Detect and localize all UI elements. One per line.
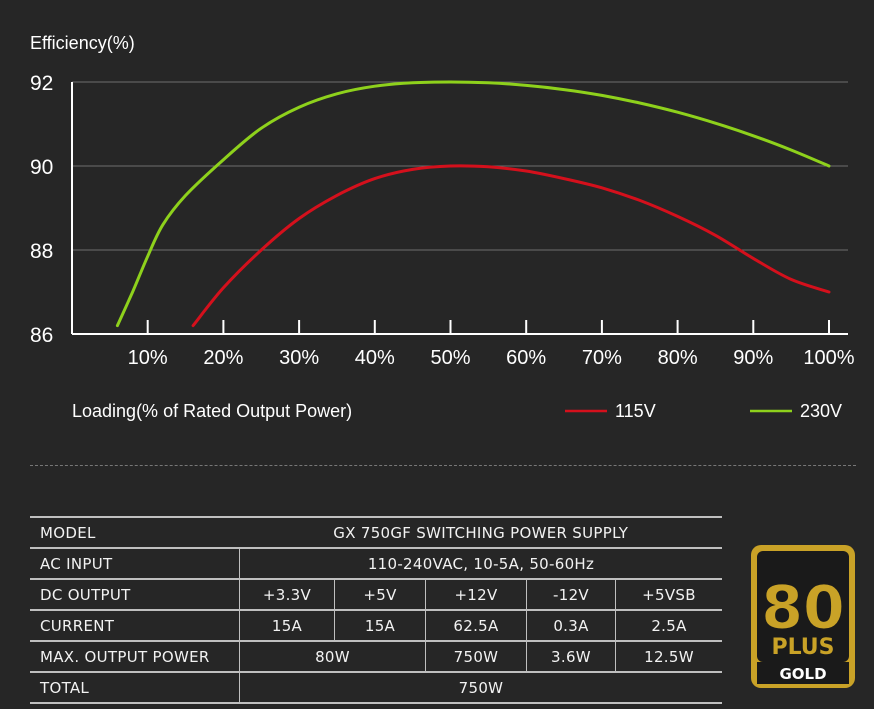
current-cell: 15A	[239, 610, 335, 642]
efficiency-chart: Efficiency(%) 86 88 90 92 10% 20% 30% 40% 50% 60…	[30, 33, 855, 421]
legend-label: 115V	[615, 401, 656, 421]
table-row-max-output-power: MAX. OUTPUT POWER 80W 750W 3.6W 12.5W	[30, 641, 722, 673]
section-divider	[30, 465, 856, 466]
badge-inner	[757, 551, 849, 662]
legend-label: 230V	[800, 401, 842, 421]
total-label: TOTAL	[30, 672, 240, 704]
x-tick-label: 30%	[279, 347, 319, 369]
x-tick-label: 40%	[355, 347, 395, 369]
model-label: MODEL	[30, 516, 240, 549]
y-tick-label: 92	[30, 72, 53, 95]
x-tick-label: 90%	[733, 347, 773, 369]
dc-output-label: DC OUTPUT	[30, 579, 240, 611]
series-line-115v	[191, 164, 831, 328]
total-value: 750W	[239, 672, 722, 704]
badge-grade: GOLD	[779, 665, 826, 683]
series-lines	[115, 80, 831, 328]
x-tick-label: 70%	[582, 347, 622, 369]
y-tick-label: 88	[30, 240, 53, 263]
max-output-power-label: MAX. OUTPUT POWER	[30, 641, 240, 673]
max-output-cell: 12.5W	[615, 641, 722, 673]
table-row-total: TOTAL 750W	[30, 672, 722, 704]
max-output-cell: 750W	[425, 641, 527, 673]
x-tick-labels: 10% 20% 30% 40% 50% 60% 70% 80% 90% 100%	[128, 347, 855, 369]
x-tick-label: 100%	[803, 347, 854, 369]
badge-plus: PLUS	[771, 635, 834, 660]
dc-output-cell: +5VSB	[615, 579, 722, 611]
legend: 115V 230V	[565, 401, 842, 421]
axes	[71, 82, 848, 335]
current-label: CURRENT	[30, 610, 240, 642]
badge-number: 80	[761, 573, 845, 643]
table-row-dc-output: DC OUTPUT +3.3V +5V +12V -12V +5VSB	[30, 579, 722, 611]
series-line-230v	[115, 80, 831, 328]
max-output-cell: 3.6W	[526, 641, 616, 673]
dc-output-cell: +3.3V	[239, 579, 335, 611]
x-tick-label: 10%	[128, 347, 168, 369]
y-tick-label: 90	[30, 156, 53, 179]
table-row-current: CURRENT 15A 15A 62.5A 0.3A 2.5A	[30, 610, 722, 642]
current-cell: 0.3A	[526, 610, 616, 642]
x-tick-label: 20%	[203, 347, 243, 369]
model-value: GX 750GF SWITCHING POWER SUPPLY	[239, 516, 722, 549]
ac-input-value: 110-240VAC, 10-5A, 50-60Hz	[239, 548, 722, 580]
max-output-cell: 80W	[239, 641, 426, 673]
badge-grade-bar	[757, 662, 849, 684]
x-tick-label: 80%	[658, 347, 698, 369]
table-row-ac-input: AC INPUT 110-240VAC, 10-5A, 50-60Hz	[30, 548, 722, 580]
dc-output-cell: +5V	[334, 579, 426, 611]
dc-output-cell: -12V	[526, 579, 616, 611]
y-tick-label: 86	[30, 324, 53, 347]
current-cell: 15A	[334, 610, 426, 642]
current-cell: 2.5A	[615, 610, 722, 642]
current-cell: 62.5A	[425, 610, 527, 642]
ac-input-label: AC INPUT	[30, 548, 240, 580]
x-tick-label: 60%	[506, 347, 546, 369]
table-row-model: MODEL GX 750GF SWITCHING POWER SUPPLY	[30, 516, 722, 549]
x-axis-label: Loading(% of Rated Output Power)	[72, 401, 352, 421]
y-axis-label: Efficiency(%)	[30, 33, 135, 53]
spec-table: MODEL GX 750GF SWITCHING POWER SUPPLY AC…	[30, 516, 722, 704]
dc-output-cell: +12V	[425, 579, 527, 611]
80-plus-gold-badge: 80 PLUS GOLD	[751, 545, 855, 688]
y-tick-labels: 86 88 90 92	[30, 72, 53, 347]
x-tick-label: 50%	[430, 347, 470, 369]
